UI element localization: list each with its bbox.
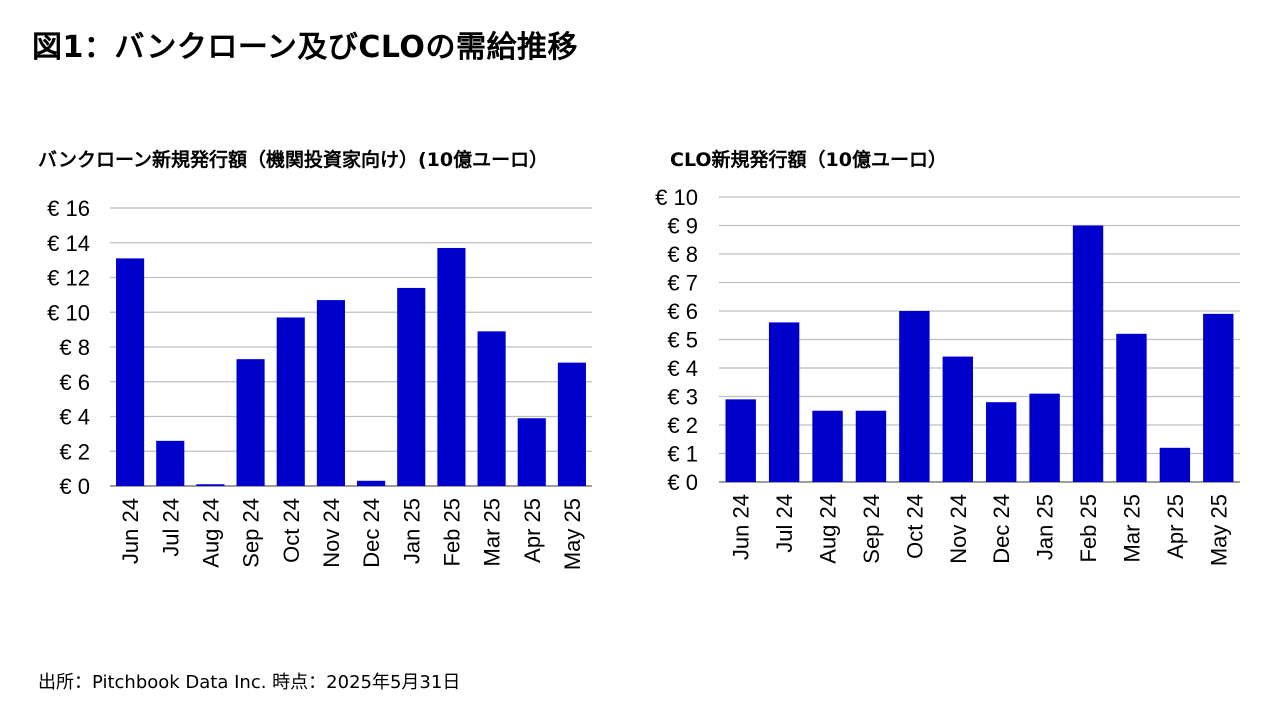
y-tick-label: € 0 [667, 470, 698, 495]
y-tick-label: € 6 [59, 370, 90, 395]
bar-nov-24 [942, 356, 973, 482]
x-category-label: Mar 25 [1119, 494, 1144, 562]
x-category-label: Nov 24 [319, 498, 344, 568]
x-category-label: Mar 25 [480, 498, 505, 566]
x-category-label: Jan 25 [399, 498, 424, 564]
y-tick-label: € 7 [667, 271, 698, 296]
y-tick-label: € 0 [59, 474, 90, 499]
x-category-label: Jun 24 [118, 498, 143, 564]
bar-apr-25 [1159, 447, 1191, 482]
y-tick-label: € 4 [667, 356, 698, 381]
bar-jun-24 [725, 399, 756, 482]
bar-jan-25 [1029, 393, 1060, 482]
y-tick-label: € 12 [47, 266, 90, 291]
x-category-label: Nov 24 [946, 494, 971, 564]
x-category-label: Jun 24 [729, 494, 754, 560]
bar-sep-24 [236, 359, 265, 486]
bar-sep-24 [855, 410, 887, 482]
y-tick-label: € 8 [667, 242, 698, 267]
bar-may-25 [557, 362, 586, 486]
bar-jan-25 [397, 287, 426, 486]
bar-may-25 [1203, 313, 1234, 482]
y-tick-label: € 9 [667, 214, 698, 239]
bar-aug-24 [812, 410, 843, 482]
bar-feb-25 [1072, 225, 1104, 482]
y-tick-label: € 8 [59, 335, 90, 360]
bar-mar-25 [1116, 333, 1147, 482]
clo-chart-title: CLO新規発行額（10億ユーロ） [670, 149, 947, 171]
x-category-label: Oct 24 [279, 498, 304, 563]
bank-loan-chart-title: バンクローン新規発行額（機関投資家向け）(10億ユーロ） [38, 149, 549, 171]
y-tick-label: € 1 [667, 442, 698, 467]
bar-oct-24 [276, 317, 305, 486]
x-category-label: Dec 24 [359, 498, 384, 568]
x-category-label: Jan 25 [1033, 494, 1058, 560]
y-tick-label: € 6 [667, 299, 698, 324]
y-tick-label: € 16 [47, 196, 90, 221]
x-category-label: Feb 25 [439, 498, 464, 567]
bar-mar-25 [477, 331, 506, 486]
x-category-label: Feb 25 [1076, 494, 1101, 563]
y-tick-label: € 14 [47, 231, 90, 256]
y-tick-label: € 10 [655, 185, 698, 210]
x-category-label: May 25 [560, 498, 585, 570]
x-category-label: Dec 24 [989, 494, 1014, 564]
bar-apr-25 [517, 418, 546, 486]
source-note: 出所：Pitchbook Data Inc. 時点：2025年5月31日 [38, 672, 461, 693]
bar-dec-24 [986, 402, 1017, 482]
x-category-label: Jul 24 [158, 498, 183, 557]
y-tick-label: € 3 [667, 385, 698, 410]
y-tick-label: € 4 [59, 405, 90, 430]
bar-dec-24 [357, 480, 386, 486]
x-category-label: May 25 [1206, 494, 1231, 566]
y-tick-label: € 10 [47, 300, 90, 325]
bar-jul-24 [768, 322, 800, 482]
bar-feb-25 [437, 247, 466, 486]
x-category-label: Aug 24 [198, 498, 223, 568]
x-category-label: Oct 24 [902, 494, 927, 559]
page-title: 図1：バンクローン及びCLOの需給推移 [32, 30, 578, 65]
x-category-label: Apr 25 [520, 498, 545, 563]
y-tick-label: € 2 [59, 439, 90, 464]
x-category-label: Sep 24 [239, 498, 264, 568]
bar-jun-24 [116, 258, 145, 486]
y-tick-label: € 2 [667, 413, 698, 438]
bar-aug-24 [196, 484, 225, 486]
y-tick-label: € 5 [667, 328, 698, 353]
bar-oct-24 [899, 311, 930, 482]
x-category-label: Sep 24 [859, 494, 884, 564]
x-category-label: Aug 24 [816, 494, 841, 564]
x-category-label: Apr 25 [1163, 494, 1188, 559]
bar-nov-24 [316, 300, 345, 486]
x-category-label: Jul 24 [772, 494, 797, 553]
bar-jul-24 [156, 440, 185, 486]
